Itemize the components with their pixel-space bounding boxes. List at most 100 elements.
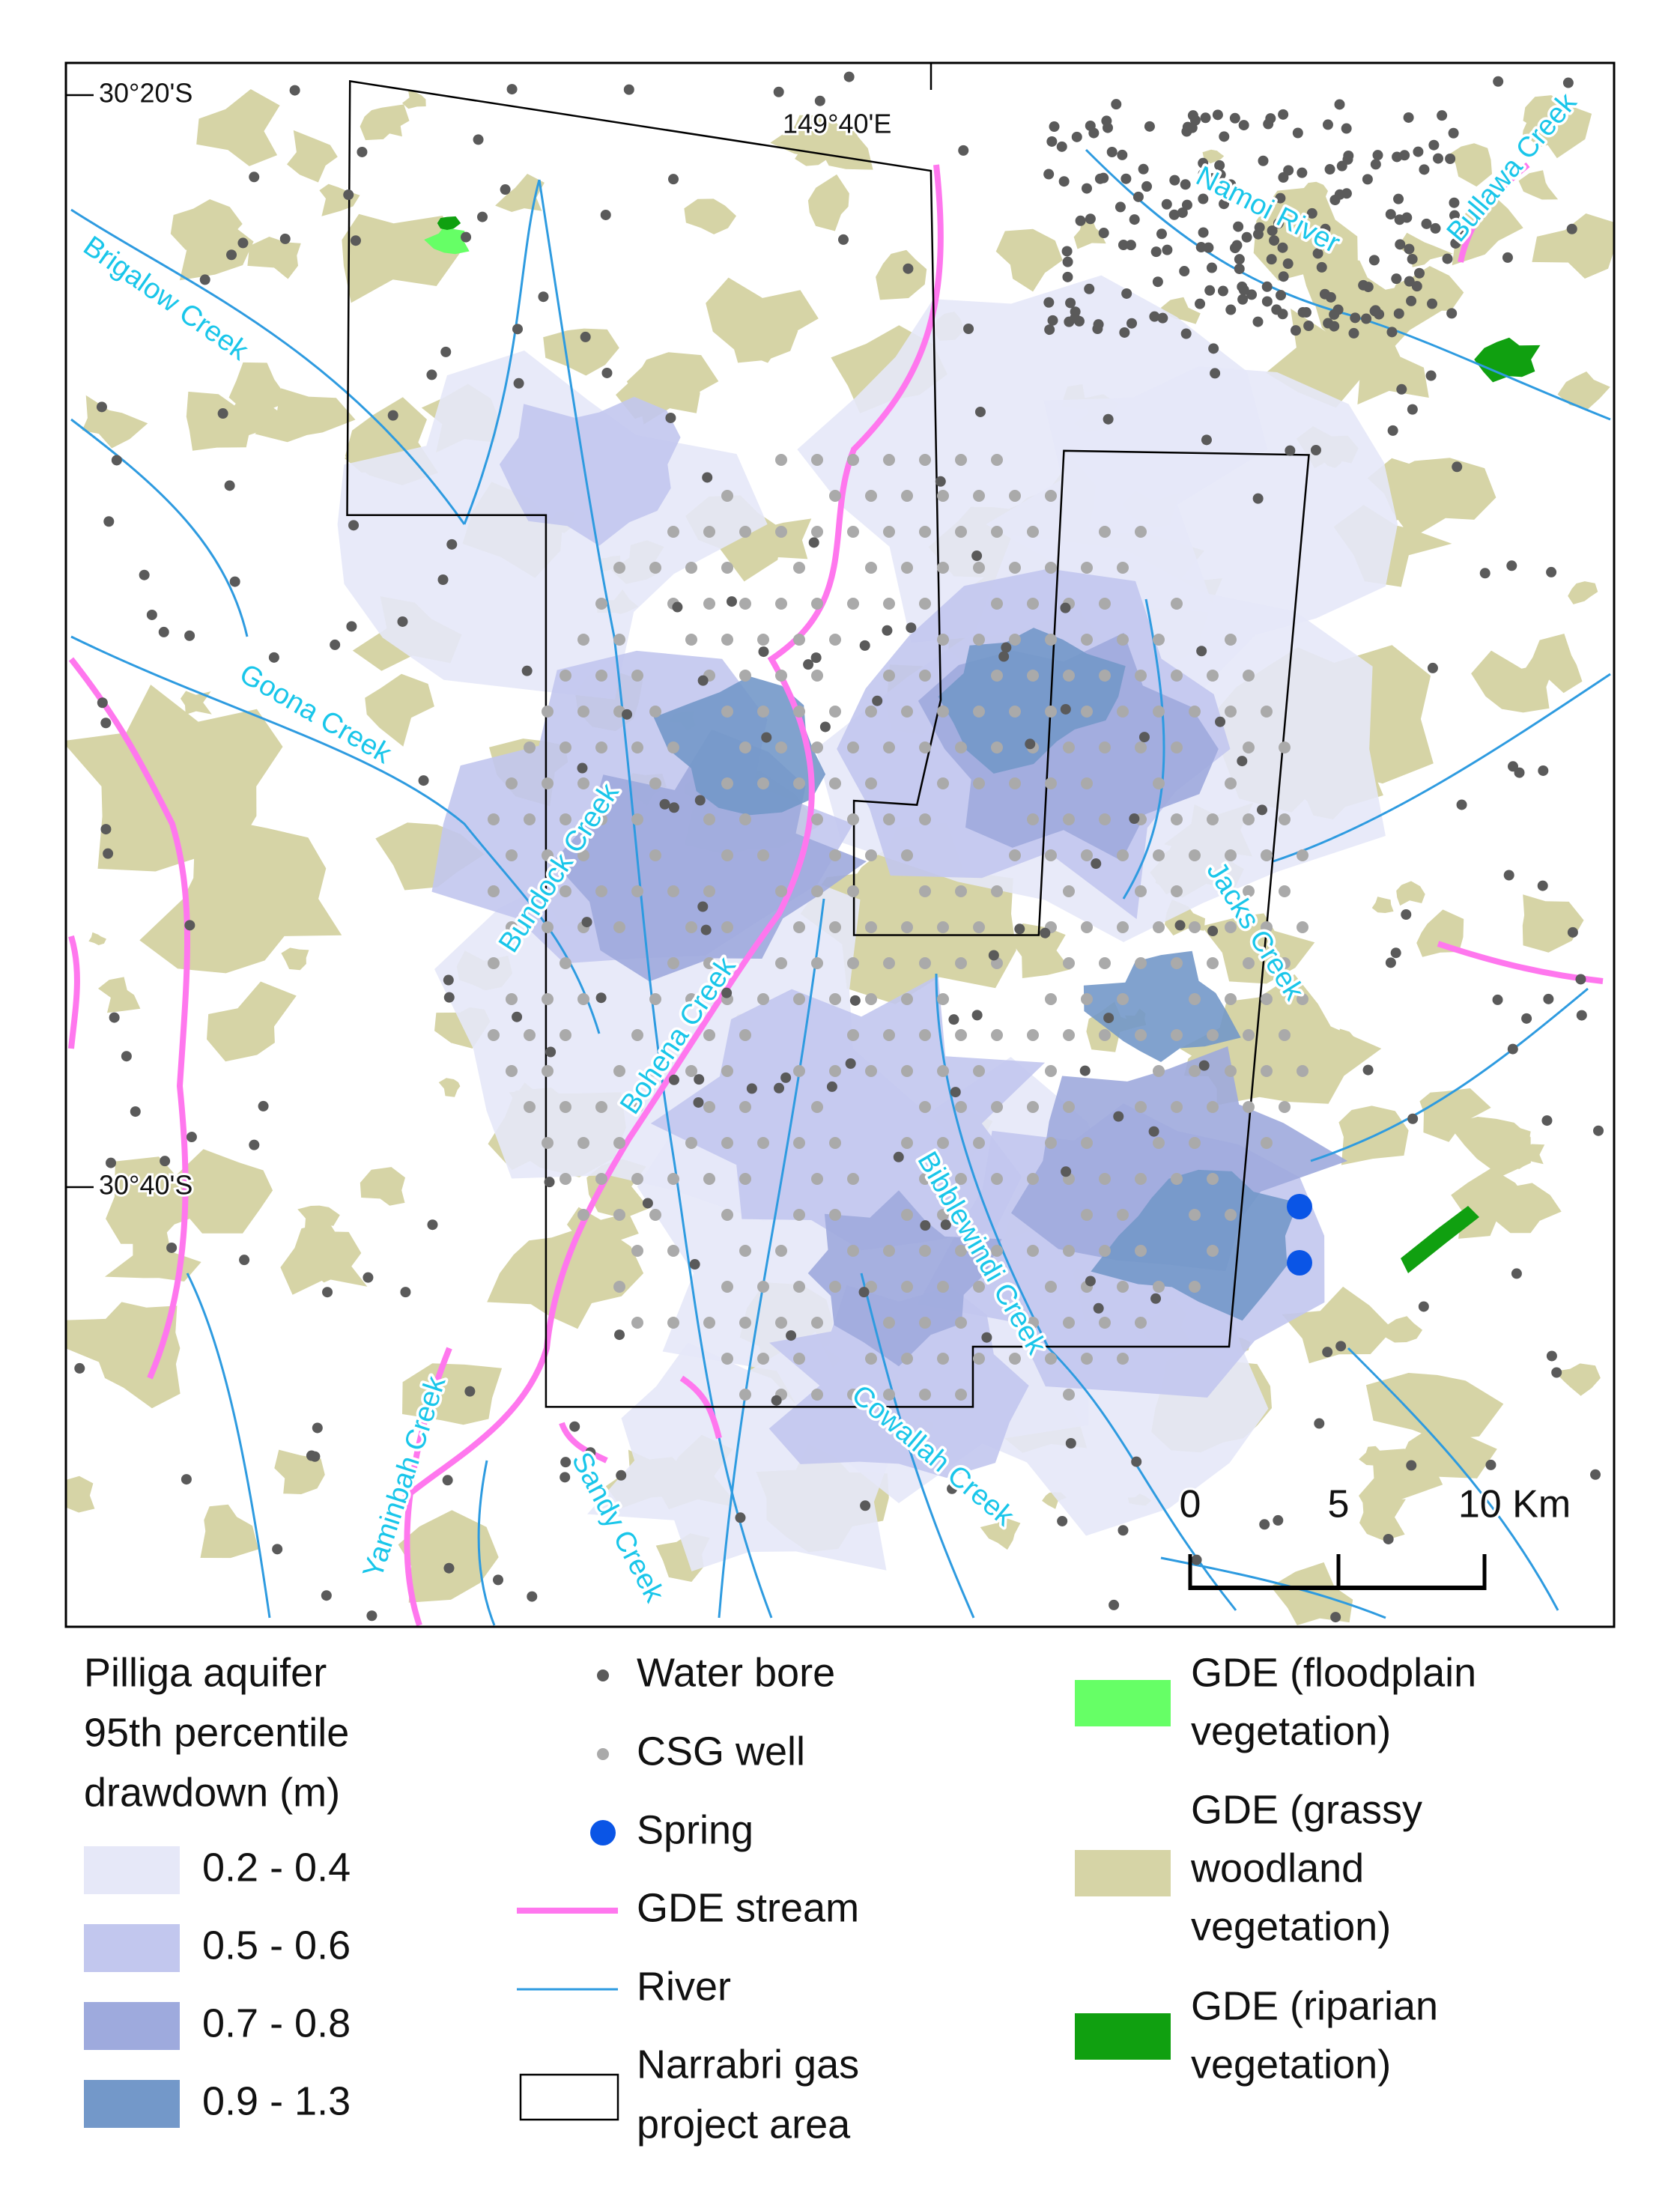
water-bore xyxy=(1208,343,1219,354)
csg-well xyxy=(739,1029,751,1041)
csg-well xyxy=(560,885,571,897)
csg-well xyxy=(721,1137,733,1149)
csg-well xyxy=(865,706,877,718)
woodland-patch xyxy=(1010,923,1071,978)
water-bore xyxy=(758,646,769,658)
csg-well xyxy=(865,849,877,861)
csg-well xyxy=(1153,849,1165,861)
csg-well xyxy=(955,885,967,897)
csg-well xyxy=(703,1101,715,1113)
water-bore xyxy=(810,652,822,664)
water-bore xyxy=(1546,566,1557,577)
csg-well xyxy=(973,1137,985,1149)
water-bore xyxy=(1437,110,1448,121)
water-bore xyxy=(1191,1554,1202,1565)
water-bore xyxy=(1334,189,1345,200)
water-bore xyxy=(1403,112,1414,123)
water-bore xyxy=(1332,304,1344,315)
river xyxy=(538,179,773,1619)
csg-well xyxy=(1225,706,1237,718)
water-bore xyxy=(366,1610,377,1622)
water-bore xyxy=(1413,146,1424,157)
water-bore xyxy=(580,331,591,342)
water-bore xyxy=(859,640,870,651)
water-bore xyxy=(181,1474,192,1485)
water-bore xyxy=(443,974,454,986)
water-bore xyxy=(184,920,195,931)
csg-well xyxy=(1045,562,1057,574)
water-bore xyxy=(357,146,368,157)
water-bore xyxy=(1386,327,1398,338)
csg-well xyxy=(973,1065,985,1077)
water-bore xyxy=(1148,1126,1159,1137)
csg-well xyxy=(991,1029,1003,1041)
water-bore xyxy=(1093,1302,1104,1314)
csg-well xyxy=(1207,1101,1219,1113)
csg-well xyxy=(919,1245,931,1257)
csg-well xyxy=(1009,490,1021,502)
water-bore xyxy=(1407,253,1418,264)
water-bore xyxy=(521,665,533,676)
water-bore xyxy=(237,237,249,249)
csg-well xyxy=(595,885,607,897)
csg-well xyxy=(1171,1173,1183,1185)
water-bore xyxy=(1521,1013,1532,1024)
csg-well xyxy=(721,706,733,718)
water-bore xyxy=(512,1011,523,1022)
water-bore xyxy=(1210,368,1221,379)
water-bore xyxy=(974,406,986,417)
csg-well xyxy=(1009,634,1021,646)
water-bore xyxy=(1144,121,1155,132)
csg-well xyxy=(973,634,985,646)
csg-well xyxy=(865,993,877,1005)
river xyxy=(1347,1347,1559,1611)
water-bore xyxy=(1303,321,1314,332)
csg-well xyxy=(991,1173,1003,1185)
water-bore xyxy=(1212,109,1223,121)
csg-well xyxy=(542,1065,554,1077)
csg-well xyxy=(1135,526,1147,538)
woodland-patch xyxy=(995,228,1063,292)
csg-well xyxy=(1027,1173,1039,1185)
water-bore xyxy=(814,95,825,106)
csg-well xyxy=(577,1137,589,1149)
csg-well xyxy=(847,885,859,897)
csg-well xyxy=(685,921,697,933)
water-bore xyxy=(103,848,114,859)
woodland-patch xyxy=(1450,143,1492,187)
csg-well xyxy=(973,921,985,933)
water-bore xyxy=(689,1259,700,1270)
csg-well xyxy=(1171,741,1183,753)
csg-well xyxy=(524,1101,536,1113)
water-bore xyxy=(1198,193,1209,204)
water-bore xyxy=(96,401,107,413)
csg-well xyxy=(1135,885,1147,897)
csg-well xyxy=(703,1317,715,1329)
csg-well xyxy=(1045,993,1057,1005)
water-bore xyxy=(330,639,341,650)
legend-swatch xyxy=(84,2080,180,2128)
csg-well xyxy=(631,1101,643,1113)
water-bore xyxy=(1407,1113,1419,1124)
csg-well xyxy=(577,706,589,718)
csg-well xyxy=(560,1029,571,1041)
csg-well xyxy=(937,1353,949,1365)
csg-well xyxy=(1243,1101,1255,1113)
csg-well xyxy=(739,598,751,610)
csg-well xyxy=(1153,1137,1165,1149)
water-bore xyxy=(600,209,611,220)
water-bore xyxy=(1324,164,1335,175)
legend-swatch xyxy=(84,1924,180,1972)
csg-well xyxy=(793,1137,805,1149)
woodland-patch xyxy=(186,391,252,451)
water-bore xyxy=(1200,112,1211,124)
csg-well xyxy=(1189,1209,1201,1221)
csg-well xyxy=(991,1245,1003,1257)
legend-swatch xyxy=(84,1846,180,1894)
csg-well xyxy=(667,1245,679,1257)
water-bore xyxy=(1238,285,1249,296)
water-bore xyxy=(1091,858,1102,870)
water-bore xyxy=(1215,169,1226,181)
latitude-label: 30°40'S xyxy=(99,1170,192,1201)
csg-well xyxy=(649,706,661,718)
